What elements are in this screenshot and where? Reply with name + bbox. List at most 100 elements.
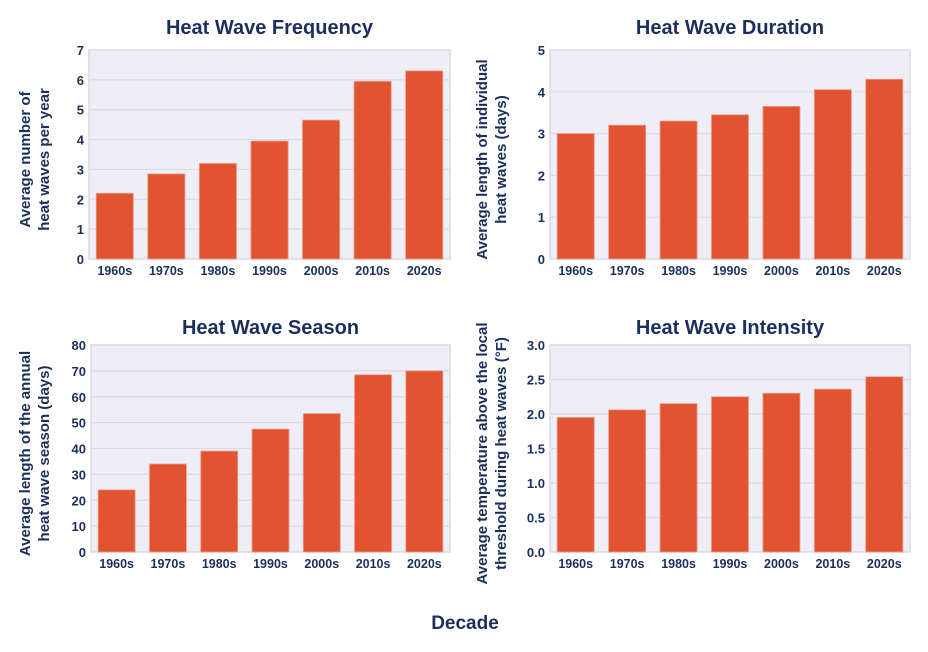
bar-1960s (97, 489, 136, 553)
x-tick-label: 2010s (355, 264, 390, 278)
y-tick-label: 0.0 (527, 545, 545, 560)
y-tick-label: 5 (77, 103, 84, 118)
bar-1960s (95, 192, 134, 260)
x-tick-label: 1960s (558, 264, 593, 278)
bar-1960s (556, 133, 595, 260)
y-tick-label: 60 (72, 390, 86, 405)
x-tick-label: 1960s (99, 557, 134, 571)
y-tick-label: 0 (79, 545, 86, 560)
x-tick-label: 1980s (201, 264, 236, 278)
bar-2010s (354, 374, 392, 553)
chart-title: Heat Wave Frequency (166, 17, 374, 39)
bar-2010s (813, 89, 852, 260)
x-tick-label: 1970s (610, 264, 645, 278)
y-axis-label: heat wave season (days) (36, 366, 53, 542)
y-tick-label: 1 (77, 222, 84, 237)
bar-2020s (405, 70, 444, 260)
y-tick-label: 2 (77, 192, 84, 207)
bar-1980s (200, 450, 239, 553)
y-tick-label: 2.0 (527, 407, 545, 422)
x-tick-label: 1990s (713, 264, 748, 278)
bar-1980s (198, 163, 237, 260)
bar-1990s (251, 428, 290, 553)
chart-title: Heat Wave Intensity (636, 317, 825, 339)
y-tick-label: 0.5 (527, 511, 545, 526)
y-axis-label: heat waves per year (36, 88, 53, 231)
chart-1: Heat Wave Frequency 0 1 2 3 4 5 6 7 1960s 1970s 198… (17, 17, 451, 278)
y-axis-label: Average number of (17, 90, 34, 227)
y-tick-label: 1 (538, 210, 545, 225)
x-tick-label: 2000s (764, 557, 799, 571)
bar-1960s (556, 417, 595, 553)
y-tick-label: 50 (72, 416, 86, 431)
bar-2020s (865, 376, 904, 553)
y-tick-label: 10 (72, 519, 86, 534)
chart-title: Heat Wave Season (182, 317, 359, 339)
y-axis-label: Average length of individual (474, 59, 491, 259)
x-tick-label: 2020s (407, 264, 442, 278)
chart-title: Heat Wave Duration (636, 17, 824, 39)
y-tick-label: 3.0 (527, 338, 545, 353)
x-tick-label: 2020s (407, 557, 442, 571)
y-tick-label: 0 (538, 252, 545, 267)
y-tick-label: 7 (77, 43, 84, 58)
x-tick-label: 2010s (815, 264, 850, 278)
y-axis-label: threshold during heat waves (°F) (493, 337, 510, 570)
bar-1970s (147, 173, 186, 260)
bar-2020s (865, 78, 904, 260)
bar-2010s (353, 80, 392, 260)
chart-2: Heat Wave Duration 0 1 2 3 4 5 1960s 1970s 1980s 1… (474, 17, 911, 278)
x-tick-label: 1960s (97, 264, 132, 278)
x-tick-label: 1960s (558, 557, 593, 571)
chart-4: Heat Wave Intensity 0.0 0.5 1.0 1.5 2.0 2.5 3.0… (474, 317, 911, 585)
x-tick-label: 1970s (151, 557, 186, 571)
y-tick-label: 1.5 (527, 442, 545, 457)
bar-2000s (762, 392, 801, 553)
y-tick-label: 1.0 (527, 476, 545, 491)
shared-x-axis-label: Decade (431, 613, 499, 634)
bar-1970s (608, 124, 647, 260)
y-tick-label: 3 (538, 127, 545, 142)
x-tick-label: 2000s (764, 264, 799, 278)
bar-1980s (659, 403, 698, 553)
x-tick-label: 2000s (304, 557, 339, 571)
bar-2000s (302, 413, 341, 553)
bar-1990s (711, 396, 749, 553)
chart-3: Heat Wave Season 0 10 20 30 40 50 60 70 80 1960s 19… (17, 317, 451, 571)
y-axis-label: heat waves (days) (493, 95, 510, 223)
y-tick-label: 20 (72, 493, 86, 508)
y-tick-label: 0 (77, 252, 84, 267)
bar-2000s (302, 119, 341, 260)
y-tick-label: 2.5 (527, 373, 545, 388)
y-tick-label: 30 (72, 467, 86, 482)
x-tick-label: 2000s (304, 264, 339, 278)
y-tick-label: 40 (72, 442, 86, 457)
y-tick-label: 4 (77, 133, 85, 148)
x-tick-label: 1970s (149, 264, 184, 278)
x-tick-label: 1990s (713, 557, 748, 571)
bar-1990s (250, 140, 289, 260)
bar-2000s (762, 106, 801, 260)
x-tick-label: 1990s (253, 557, 288, 571)
x-tick-label: 1970s (610, 557, 645, 571)
y-tick-label: 80 (72, 338, 86, 353)
x-tick-label: 2010s (815, 557, 850, 571)
bar-2020s (405, 370, 444, 553)
y-tick-label: 6 (77, 73, 84, 88)
bar-1970s (149, 463, 187, 553)
x-tick-label: 1980s (661, 557, 696, 571)
bar-1970s (608, 409, 647, 553)
y-axis-label: Average temperature above the local (474, 322, 491, 584)
y-tick-label: 2 (538, 168, 545, 183)
y-tick-label: 5 (538, 43, 545, 58)
x-tick-label: 2020s (867, 264, 902, 278)
x-tick-label: 1980s (661, 264, 696, 278)
bar-1990s (711, 114, 749, 260)
y-tick-label: 4 (538, 85, 546, 100)
y-tick-label: 3 (77, 162, 84, 177)
x-tick-label: 2010s (356, 557, 391, 571)
y-tick-label: 70 (72, 364, 86, 379)
bar-1980s (659, 120, 698, 260)
y-axis-label: Average length of the annual (17, 351, 34, 556)
